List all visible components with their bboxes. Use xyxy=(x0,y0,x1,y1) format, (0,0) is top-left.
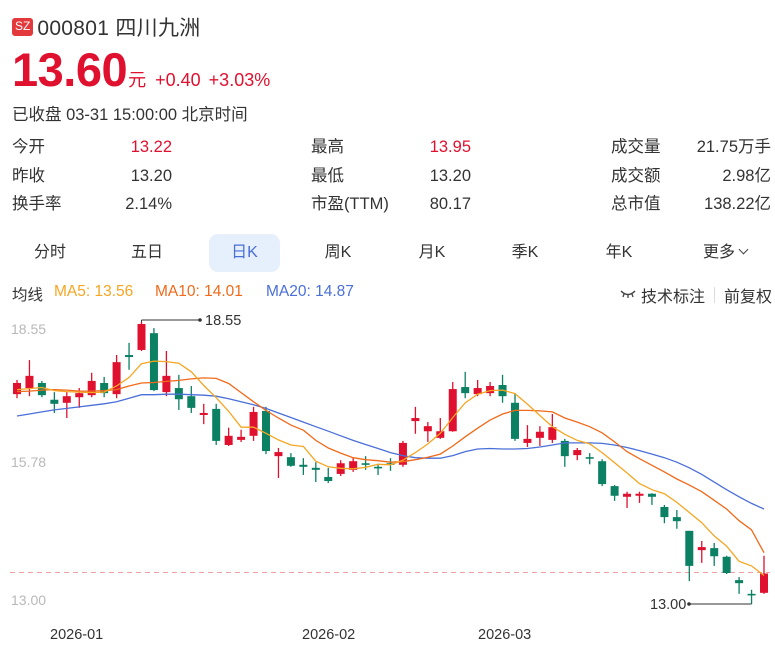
stat-market-cap: 总市值 138.22亿 xyxy=(611,193,771,221)
stock-title: 000801 四川九洲 xyxy=(37,17,201,40)
period-tabs: 分时 五日 日K 周K 月K 季K 年K 更多 xyxy=(10,234,770,272)
tech-annotation-toggle[interactable]: 技术标注 xyxy=(640,289,705,306)
tab-daily-k[interactable]: 日K xyxy=(209,234,280,272)
ma-lines xyxy=(16,360,765,577)
exchange-badge: SZ xyxy=(12,18,34,36)
eye-closed-icon xyxy=(620,286,636,304)
stat-value: 13.22 xyxy=(130,138,172,156)
stat-value: 21.75万手 xyxy=(696,138,771,156)
price-change-pct: +3.03% xyxy=(208,70,271,90)
stat-volume: 成交量 21.75万手 xyxy=(611,136,771,164)
stat-label: 总市值 xyxy=(611,195,661,213)
current-price: 13.60 xyxy=(12,43,128,96)
stat-prev-close: 昨收 13.20 xyxy=(12,165,172,193)
svg-text:13.00: 13.00 xyxy=(11,592,46,608)
svg-text:18.55: 18.55 xyxy=(11,321,46,337)
price-change: +0.40 xyxy=(155,70,201,90)
divider xyxy=(713,287,715,303)
stat-high: 最高 13.95 xyxy=(311,136,471,164)
ma-label: 均线 xyxy=(12,287,44,304)
chart-tools: 技术标注 前复权 xyxy=(620,283,772,307)
tab-five-day[interactable]: 五日 xyxy=(130,244,163,261)
stat-value: 13.20 xyxy=(429,167,471,185)
stock-title-row: SZ 000801 四川九洲 xyxy=(12,12,201,42)
svg-text:18.55: 18.55 xyxy=(205,313,241,329)
stat-open: 今开 13.22 xyxy=(12,136,172,164)
ma20-value: MA20: 14.87 xyxy=(266,283,354,300)
stat-value: 2.14% xyxy=(125,195,172,213)
ma5-value: MA5: 13.56 xyxy=(54,283,134,300)
svg-text:2026-03: 2026-03 xyxy=(478,627,531,643)
stat-value: 13.20 xyxy=(130,167,172,185)
price-unit: 元 xyxy=(128,70,147,90)
tab-weekly-k[interactable]: 周K xyxy=(324,244,352,261)
tab-more[interactable]: 更多 xyxy=(690,234,760,272)
stat-label: 今开 xyxy=(12,138,45,156)
ma-legend: 均线 MA5: 13.56 MA10: 14.01 MA20: 14.87 xyxy=(12,283,772,304)
tab-intraday[interactable]: 分时 xyxy=(33,244,66,261)
tab-monthly-k[interactable]: 月K xyxy=(418,244,446,261)
x-axis-labels: 2026-01 2026-02 2026-03 xyxy=(50,627,531,643)
tab-quarterly-k[interactable]: 季K xyxy=(511,244,539,261)
stat-label: 成交量 xyxy=(611,138,661,156)
candles xyxy=(13,322,768,604)
stat-label: 换手率 xyxy=(12,195,62,213)
stats-grid: 今开 13.22 最高 13.95 成交量 21.75万手 昨收 13.20 最… xyxy=(12,136,772,220)
svg-text:2026-01: 2026-01 xyxy=(50,627,103,643)
stat-label: 最低 xyxy=(311,167,344,185)
tab-more-label: 更多 xyxy=(702,244,735,261)
forward-adjust-button[interactable]: 前复权 xyxy=(723,289,772,306)
extreme-annotations: 18.55 13.00 xyxy=(141,313,752,613)
svg-text:2026-02: 2026-02 xyxy=(302,627,355,643)
stat-turnover-amount: 成交额 2.98亿 xyxy=(611,165,771,193)
svg-text:13.00: 13.00 xyxy=(650,597,686,613)
svg-text:15.78: 15.78 xyxy=(11,454,46,470)
y-axis-labels: 18.55 15.78 13.00 xyxy=(11,321,46,608)
market-status: 已收盘 03-31 15:00:00 北京时间 xyxy=(12,106,248,124)
stat-pe-ttm: 市盈(TTM) 80.17 xyxy=(311,193,471,221)
stat-value: 138.22亿 xyxy=(704,195,771,213)
stat-label: 昨收 xyxy=(12,167,45,185)
price-row: 13.60 元 +0.40 +3.03% xyxy=(12,44,270,96)
stat-label: 市盈(TTM) xyxy=(311,195,389,213)
stat-turnover-rate: 换手率 2.14% xyxy=(12,193,172,221)
stat-low: 最低 13.20 xyxy=(311,165,471,193)
ma10-value: MA10: 14.01 xyxy=(155,283,243,300)
tab-yearly-k[interactable]: 年K xyxy=(605,244,633,261)
chevron-down-icon xyxy=(738,244,749,255)
stat-label: 最高 xyxy=(311,138,344,156)
stat-value: 2.98亿 xyxy=(722,167,771,185)
stat-value: 13.95 xyxy=(429,138,471,156)
stat-label: 成交额 xyxy=(611,167,661,185)
stat-value: 80.17 xyxy=(429,195,471,213)
